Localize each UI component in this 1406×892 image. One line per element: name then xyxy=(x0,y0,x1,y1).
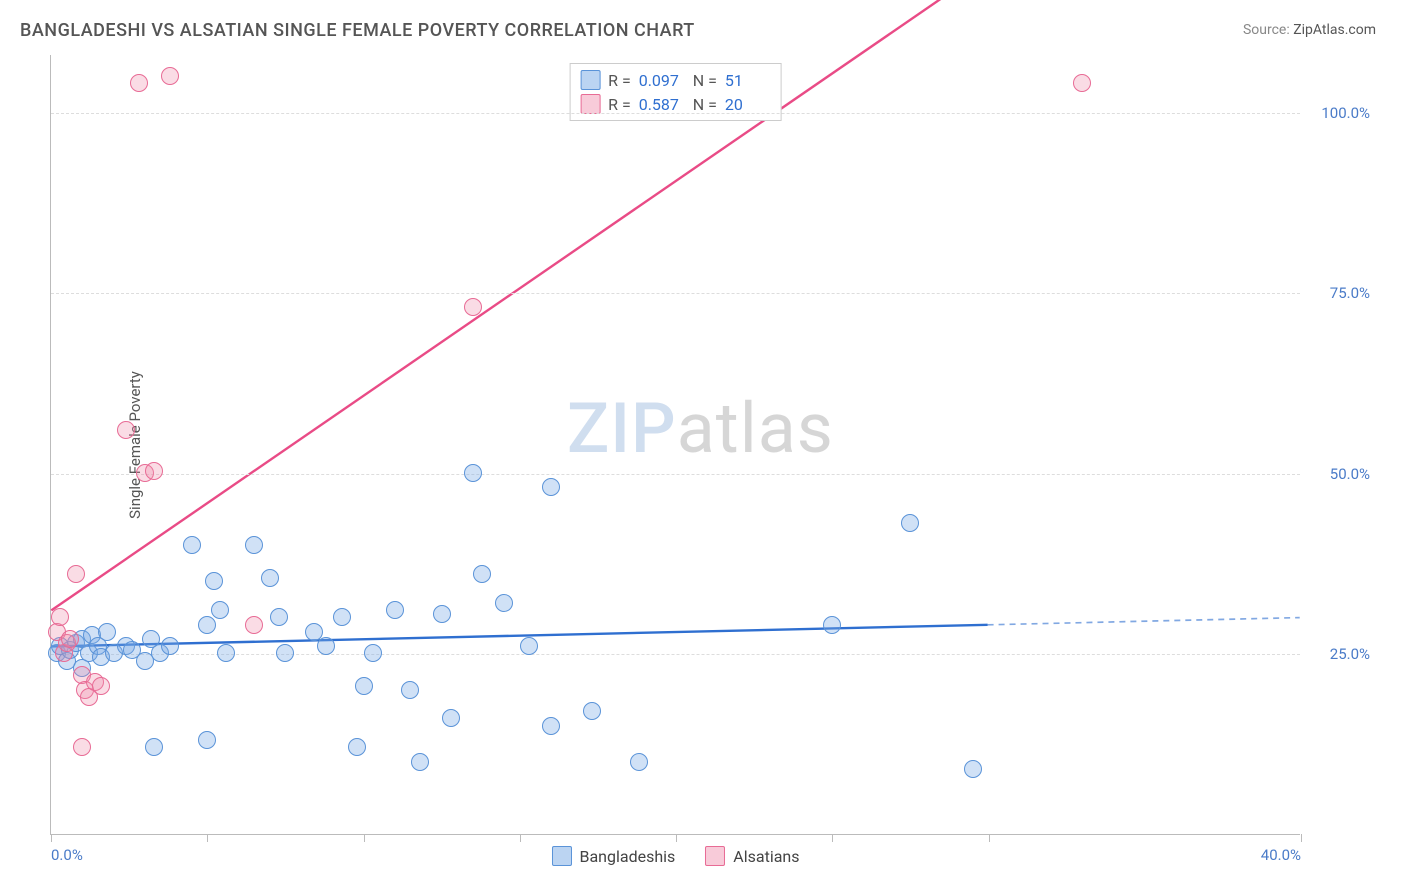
data-point xyxy=(317,637,335,655)
data-point xyxy=(583,702,601,720)
data-point xyxy=(542,717,560,735)
data-point xyxy=(245,536,263,554)
data-point xyxy=(901,514,919,532)
plot-area: Single Female Poverty ZIPatlas R = 0.097… xyxy=(50,55,1300,835)
y-tick-label: 50.0% xyxy=(1330,465,1370,483)
data-point xyxy=(464,298,482,316)
data-point xyxy=(964,760,982,778)
source-label: Source: xyxy=(1243,22,1290,38)
n-label: N = xyxy=(693,95,717,114)
data-point xyxy=(211,601,229,619)
series-legend: Bangladeshis Alsatians xyxy=(551,846,799,866)
data-point xyxy=(183,536,201,554)
r-label: R = xyxy=(608,71,631,90)
data-point xyxy=(333,608,351,626)
x-tick xyxy=(989,834,990,842)
legend-label: Alsatians xyxy=(733,847,799,866)
data-point xyxy=(433,605,451,623)
data-point xyxy=(161,637,179,655)
chart-title: BANGLADESHI VS ALSATIAN SINGLE FEMALE PO… xyxy=(20,20,695,41)
data-point xyxy=(261,569,279,587)
data-point xyxy=(61,630,79,648)
data-point xyxy=(130,74,148,92)
data-point xyxy=(411,753,429,771)
y-tick-label: 75.0% xyxy=(1330,284,1370,302)
data-point xyxy=(1073,74,1091,92)
gridline-horizontal xyxy=(51,113,1300,114)
data-point xyxy=(542,478,560,496)
n-value-pink: 20 xyxy=(725,95,771,114)
n-label: N = xyxy=(693,71,717,90)
data-point xyxy=(98,623,116,641)
trend-line-dashed xyxy=(988,618,1300,625)
swatch-blue xyxy=(551,846,571,866)
x-tick xyxy=(520,834,521,842)
swatch-pink xyxy=(580,94,600,114)
data-point xyxy=(198,616,216,634)
x-tick xyxy=(832,834,833,842)
data-point xyxy=(630,753,648,771)
trend-lines-svg xyxy=(51,55,1300,834)
data-point xyxy=(92,677,110,695)
data-point xyxy=(401,681,419,699)
data-point xyxy=(51,608,69,626)
x-tick xyxy=(1301,834,1302,842)
data-point xyxy=(67,565,85,583)
data-point xyxy=(520,637,538,655)
data-point xyxy=(355,677,373,695)
x-tick xyxy=(51,834,52,842)
y-tick-label: 25.0% xyxy=(1330,645,1370,663)
source-attribution: Source: ZipAtlas.com xyxy=(1243,22,1376,38)
r-value-blue: 0.097 xyxy=(639,71,685,90)
swatch-blue xyxy=(580,70,600,90)
data-point xyxy=(161,67,179,85)
r-value-pink: 0.587 xyxy=(639,95,685,114)
legend-item-bangladeshis: Bangladeshis xyxy=(551,846,675,866)
data-point xyxy=(823,616,841,634)
data-point xyxy=(270,608,288,626)
data-point xyxy=(495,594,513,612)
legend-label: Bangladeshis xyxy=(579,847,675,866)
data-point xyxy=(145,462,163,480)
gridline-horizontal xyxy=(51,293,1300,294)
data-point xyxy=(198,731,216,749)
x-tick xyxy=(364,834,365,842)
data-point xyxy=(217,644,235,662)
n-value-blue: 51 xyxy=(725,71,771,90)
x-tick-label: 0.0% xyxy=(51,846,83,864)
source-value: ZipAtlas.com xyxy=(1293,22,1376,38)
data-point xyxy=(442,709,460,727)
data-point xyxy=(117,421,135,439)
y-tick-label: 100.0% xyxy=(1321,104,1370,122)
data-point xyxy=(245,616,263,634)
data-point xyxy=(464,464,482,482)
data-point xyxy=(348,738,366,756)
data-point xyxy=(145,738,163,756)
legend-item-alsatians: Alsatians xyxy=(705,846,799,866)
data-point xyxy=(386,601,404,619)
data-point xyxy=(205,572,223,590)
data-point xyxy=(73,738,91,756)
data-point xyxy=(364,644,382,662)
data-point xyxy=(276,644,294,662)
chart-container: BANGLADESHI VS ALSATIAN SINGLE FEMALE PO… xyxy=(0,0,1406,892)
r-label: R = xyxy=(608,95,631,114)
gridline-horizontal xyxy=(51,654,1300,655)
x-tick xyxy=(207,834,208,842)
x-tick xyxy=(676,834,677,842)
swatch-pink xyxy=(705,846,725,866)
gridline-horizontal xyxy=(51,474,1300,475)
legend-row-bangladeshis: R = 0.097 N = 51 xyxy=(580,68,771,92)
data-point xyxy=(473,565,491,583)
x-tick-label: 40.0% xyxy=(1261,846,1301,864)
